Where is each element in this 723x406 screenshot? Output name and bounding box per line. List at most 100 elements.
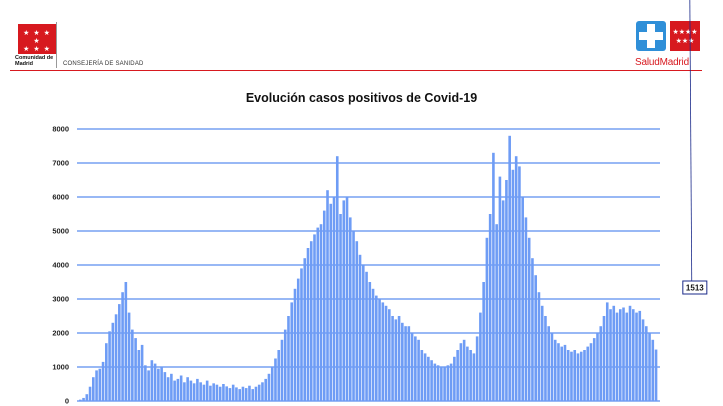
data-bar xyxy=(235,387,238,401)
y-tick-label: 2000 xyxy=(52,329,69,338)
data-bar xyxy=(563,344,567,401)
data-bar xyxy=(417,339,420,401)
data-bar xyxy=(121,292,124,401)
data-bar xyxy=(508,135,511,402)
data-bar xyxy=(544,316,547,401)
data-bar xyxy=(368,282,372,401)
data-bar xyxy=(79,399,82,401)
data-bar xyxy=(605,302,609,401)
data-bar xyxy=(566,350,570,401)
data-bar xyxy=(514,156,518,401)
data-bar xyxy=(596,333,599,401)
data-bar xyxy=(196,378,199,401)
y-tick-label: 7000 xyxy=(52,159,69,168)
data-bar xyxy=(326,190,329,401)
data-bar xyxy=(622,307,625,401)
data-bar xyxy=(404,326,407,401)
data-bar xyxy=(332,197,336,401)
data-bar xyxy=(384,305,388,401)
data-bar xyxy=(433,363,437,401)
data-bar xyxy=(381,302,385,401)
data-bar xyxy=(98,368,102,401)
brand-name: SaludMadrid xyxy=(635,57,689,68)
data-bar xyxy=(648,333,651,401)
data-bar xyxy=(173,380,176,401)
data-bar xyxy=(625,312,629,401)
y-tick-label: 3000 xyxy=(52,295,69,304)
data-bar xyxy=(183,382,186,401)
data-bar xyxy=(192,383,196,401)
data-bar xyxy=(222,384,225,401)
data-bar xyxy=(309,241,313,401)
data-bar xyxy=(534,275,537,401)
data-bar xyxy=(144,365,147,401)
data-bar xyxy=(157,368,160,401)
data-bar xyxy=(137,350,141,401)
data-bar xyxy=(440,367,443,401)
data-bar xyxy=(105,343,108,401)
data-bar xyxy=(466,346,469,401)
data-bar xyxy=(303,258,307,401)
data-bar xyxy=(518,166,521,401)
data-bar xyxy=(348,217,352,401)
data-bar xyxy=(225,386,228,401)
data-bar xyxy=(361,265,365,401)
data-bar xyxy=(134,338,137,401)
data-bar xyxy=(475,336,479,401)
data-bar xyxy=(131,329,134,401)
data-bar xyxy=(283,329,287,401)
data-bar xyxy=(186,377,189,401)
data-bar xyxy=(397,316,401,401)
data-bar xyxy=(199,382,202,401)
data-bar xyxy=(270,367,274,401)
data-bar xyxy=(290,302,294,401)
data-bar xyxy=(423,353,427,401)
data-bar xyxy=(287,316,290,401)
data-bar xyxy=(654,349,658,401)
data-bar xyxy=(573,350,577,401)
data-bar xyxy=(446,365,450,401)
data-bar xyxy=(352,231,355,401)
data-bar xyxy=(609,309,612,401)
data-bar xyxy=(644,326,648,401)
callout-label: 1513 xyxy=(686,284,704,293)
data-bar xyxy=(586,346,590,401)
data-bar xyxy=(521,197,524,401)
data-bar xyxy=(553,339,557,401)
data-bar xyxy=(631,309,635,401)
data-bar xyxy=(345,197,349,401)
data-bar xyxy=(628,305,632,401)
data-bar xyxy=(469,350,472,401)
data-bar xyxy=(114,314,118,401)
data-bar xyxy=(166,377,170,401)
data-bar xyxy=(231,384,235,401)
y-tick-label: 1000 xyxy=(52,363,69,372)
data-bar xyxy=(296,278,300,401)
data-bar xyxy=(459,343,463,401)
data-bar xyxy=(82,397,85,401)
data-bar xyxy=(342,200,346,401)
data-bar xyxy=(550,333,554,401)
header: ★ ★ ★ ★ ★ ★ ★ Comunidad de Madrid CONSEJE… xyxy=(0,0,723,76)
svg-text:★★★: ★★★ xyxy=(676,37,695,45)
data-bar xyxy=(443,367,446,401)
data-bar xyxy=(618,309,622,401)
data-bar xyxy=(570,351,573,401)
data-bar xyxy=(95,370,98,401)
data-bar xyxy=(453,356,456,401)
data-bar xyxy=(576,353,580,401)
madrid-stars-flag-icon: ★ ★ ★ ★ ★ ★ ★ xyxy=(18,24,56,54)
data-bar xyxy=(163,372,167,401)
chart-title: Evolución casos positivos de Covid-19 xyxy=(245,91,478,105)
data-bar xyxy=(547,326,550,401)
data-bar xyxy=(85,394,89,401)
data-bar xyxy=(365,271,368,401)
data-bar xyxy=(615,312,619,401)
data-bar xyxy=(140,344,144,401)
data-bar xyxy=(355,241,359,401)
data-bar xyxy=(414,336,417,401)
data-bar xyxy=(358,254,362,401)
y-tick-label: 5000 xyxy=(52,227,69,236)
data-bar xyxy=(241,386,245,401)
